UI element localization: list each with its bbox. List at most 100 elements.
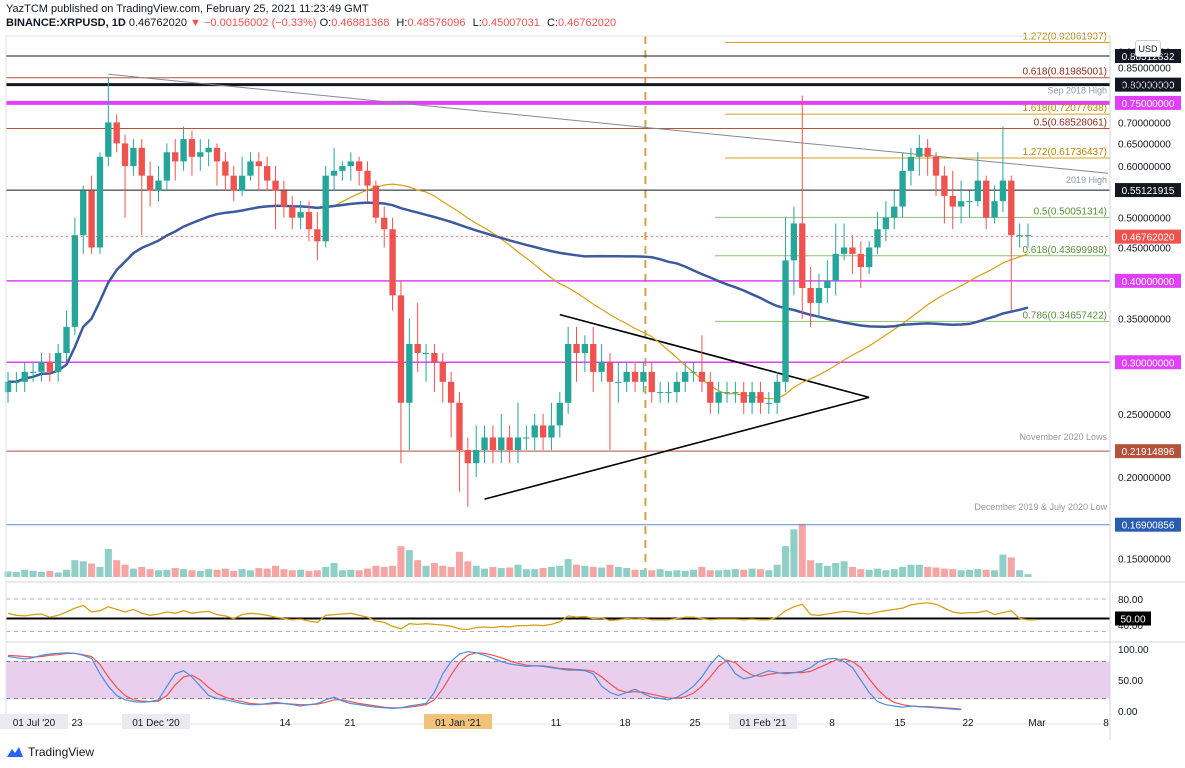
level-price-tag bbox=[1115, 77, 1181, 92]
volume-bar bbox=[338, 570, 346, 577]
candle-body bbox=[364, 170, 371, 186]
level-annotation: 2019 High bbox=[1066, 175, 1107, 185]
candle-body bbox=[790, 223, 798, 261]
candle-body bbox=[732, 392, 739, 394]
volume-bar bbox=[865, 569, 873, 577]
level-price-tag bbox=[1115, 444, 1181, 459]
candle-body bbox=[865, 247, 873, 268]
moving-average-slow bbox=[8, 201, 1029, 384]
volume-bar bbox=[46, 570, 54, 577]
candle-body bbox=[765, 402, 772, 404]
time-tick-highlight bbox=[729, 714, 797, 729]
axes: 0.88512832 0.80000000 0.75000000 0.55121915… bbox=[0, 35, 1185, 740]
candle-body bbox=[598, 362, 605, 372]
volume-bar bbox=[146, 569, 154, 577]
candle-body bbox=[539, 425, 547, 438]
candle-body bbox=[339, 166, 346, 171]
volume-bar bbox=[104, 549, 112, 577]
candle-body bbox=[983, 180, 990, 218]
candle-body bbox=[473, 450, 480, 464]
volume-bar bbox=[121, 564, 129, 577]
close-label: C: bbox=[546, 17, 558, 29]
candle-body bbox=[247, 161, 254, 176]
descending-trendline bbox=[108, 73, 1109, 174]
volume-bar bbox=[489, 566, 497, 577]
volume-bar bbox=[606, 564, 614, 577]
volume-bar bbox=[890, 569, 898, 577]
price-pane: 1.272(0.92861937) 0.618(0.81985001) 1.618(… bbox=[4, 31, 1110, 578]
volume-bar bbox=[631, 569, 639, 577]
volume-bar bbox=[899, 566, 907, 577]
volume-bar bbox=[439, 565, 447, 577]
candle-body bbox=[548, 425, 555, 438]
level-price-label: 0.80000000 bbox=[1122, 81, 1175, 92]
candle-body bbox=[121, 143, 129, 167]
level-price-label: 0.16900856 bbox=[1122, 521, 1175, 532]
volume-bar bbox=[280, 569, 288, 577]
fib-level-label: 1.618(0.72077638) bbox=[1022, 103, 1107, 114]
candle-body bbox=[932, 156, 940, 176]
volume-bar bbox=[464, 561, 472, 577]
volume-bar bbox=[690, 569, 698, 577]
volume-bar bbox=[96, 566, 104, 577]
candle-body bbox=[322, 175, 329, 242]
candle-body bbox=[966, 201, 973, 203]
candle-body bbox=[305, 212, 313, 230]
volume-bar bbox=[63, 569, 71, 577]
fib-level-label: 0.618(0.43699988) bbox=[1022, 245, 1107, 256]
candle-body bbox=[949, 195, 956, 207]
candle-body bbox=[799, 223, 806, 289]
candle-body bbox=[88, 190, 95, 248]
time-tick-label: 01 Jan '21 bbox=[435, 718, 481, 729]
current-price-label: 0.46762020 bbox=[1122, 233, 1175, 244]
volume-bar bbox=[932, 567, 940, 577]
volume-bar bbox=[255, 568, 263, 577]
candle-body bbox=[564, 344, 572, 403]
time-tick-label: 11 bbox=[551, 718, 562, 729]
rsi-line bbox=[7, 602, 1037, 631]
volume-bar bbox=[506, 567, 514, 577]
stoch-tick-label: 50.00 bbox=[1118, 676, 1143, 687]
volume-bar bbox=[823, 565, 831, 577]
volume-bar bbox=[263, 568, 271, 577]
volume-bar bbox=[648, 570, 656, 577]
candle-body bbox=[682, 371, 689, 382]
volume-bar bbox=[1007, 557, 1015, 577]
candle-body bbox=[213, 147, 221, 162]
candle-body bbox=[188, 139, 196, 157]
price-tick-label: 0.15000000 bbox=[1118, 554, 1171, 565]
candle-body bbox=[974, 180, 982, 202]
candle-body bbox=[414, 344, 421, 353]
price-tick-label: 0.35000000 bbox=[1118, 315, 1171, 326]
tradingview-logo[interactable]: TradingView bbox=[6, 745, 94, 759]
candle-body bbox=[255, 161, 262, 167]
candle-body bbox=[272, 180, 279, 191]
low-label: L: bbox=[472, 17, 482, 29]
level-price-label: 0.21914896 bbox=[1122, 447, 1175, 458]
candle-body bbox=[1016, 235, 1023, 237]
time-tick-label: 8 bbox=[829, 718, 835, 729]
candle-body bbox=[431, 352, 438, 363]
volume-bar bbox=[723, 569, 731, 577]
candle-body bbox=[648, 371, 655, 393]
last-price: 0.46762020 bbox=[128, 17, 187, 29]
currency-button[interactable]: USD bbox=[1135, 40, 1161, 57]
volume-bar bbox=[756, 569, 764, 577]
volume-bar bbox=[857, 569, 865, 577]
volume-bar bbox=[782, 546, 790, 577]
stoch-tick-label: 100.00 bbox=[1118, 645, 1149, 656]
volume-bar bbox=[188, 570, 196, 577]
volume-bar bbox=[472, 565, 480, 577]
high-label: H: bbox=[396, 17, 408, 29]
time-tick-highlight bbox=[122, 714, 190, 729]
candle-body bbox=[640, 371, 647, 382]
symbol-label[interactable]: BINANCE:XRPUSD, 1D bbox=[6, 17, 126, 29]
volume-bar bbox=[171, 568, 179, 577]
candle-body bbox=[481, 437, 488, 451]
candle-body bbox=[113, 122, 120, 144]
volume-bar bbox=[589, 566, 597, 577]
candle-body bbox=[740, 392, 747, 403]
volume-bar bbox=[497, 568, 505, 577]
moving-average-fast bbox=[8, 183, 1029, 400]
candle-body bbox=[807, 288, 814, 303]
